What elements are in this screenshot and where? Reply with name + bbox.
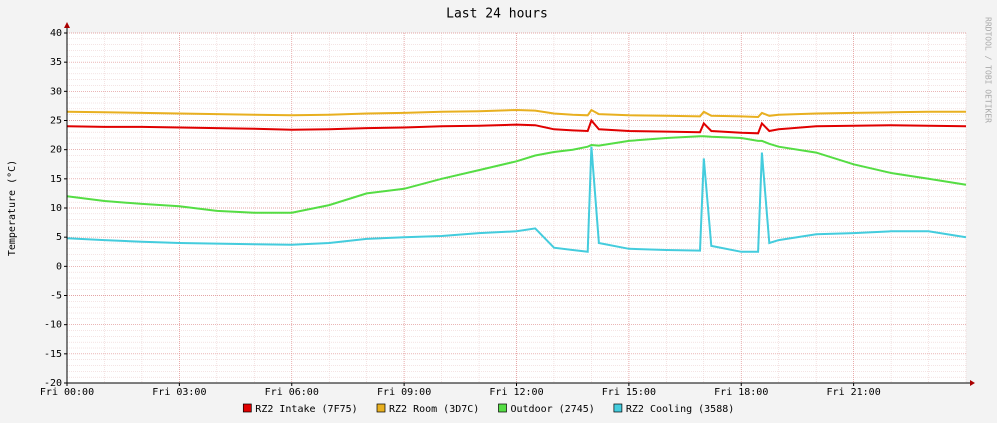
x-tick-label: Fri 03:00 <box>152 387 206 398</box>
y-tick-label: 10 <box>50 203 62 214</box>
y-arrow <box>64 22 70 28</box>
y-tick-label: 35 <box>50 57 62 68</box>
x-arrow <box>970 380 975 386</box>
lines <box>66 108 967 253</box>
x-tick-label: Fri 09:00 <box>377 387 431 398</box>
y-tick-label: -5 <box>50 291 62 302</box>
y-tick-label: 25 <box>50 116 62 127</box>
legend-swatch <box>376 403 386 413</box>
series-line <box>66 118 967 135</box>
y-tick-label: 5 <box>56 232 62 243</box>
watermark: RRDTOOL / TOBI OETIKER <box>984 17 993 123</box>
legend-label: RZ2 Intake (7F75) <box>255 404 357 415</box>
series-line <box>66 135 967 214</box>
legend-swatch <box>613 403 623 413</box>
y-tick-label: 20 <box>50 145 62 156</box>
chart-title: Last 24 hours <box>446 7 548 22</box>
x-tick-label: Fri 06:00 <box>265 387 319 398</box>
y-tick-label: -15 <box>44 349 62 360</box>
y-tick-label: 40 <box>50 28 62 39</box>
y-tick-label: 0 <box>56 261 62 272</box>
y-axis-label: Temperature (°C) <box>7 160 18 256</box>
legend-label: RZ2 Cooling (3588) <box>626 404 734 415</box>
series-line <box>66 146 967 253</box>
legend: RZ2 Intake (7F75) RZ2 Room (3D7C) Outdoor … <box>242 403 734 415</box>
legend-label: RZ2 Room (3D7C) <box>389 404 479 415</box>
y-tick-label: 15 <box>50 174 62 185</box>
grid <box>64 32 967 386</box>
series-line <box>66 108 966 119</box>
x-tick-label: Fri 15:00 <box>602 387 656 398</box>
x-tick-label: Fri 00:00 <box>40 387 94 398</box>
y-tick-label: -10 <box>44 320 62 331</box>
x-tick-label: Fri 12:00 <box>489 387 543 398</box>
x-tick-label: Fri 18:00 <box>714 387 768 398</box>
x-tick-label: Fri 21:00 <box>827 387 881 398</box>
legend-label: Outdoor (2745) <box>511 404 595 415</box>
y-tick-label: 30 <box>50 86 62 97</box>
y-tick-label: -20 <box>44 378 62 389</box>
legend-swatch <box>242 403 252 413</box>
legend-swatch <box>498 403 507 413</box>
